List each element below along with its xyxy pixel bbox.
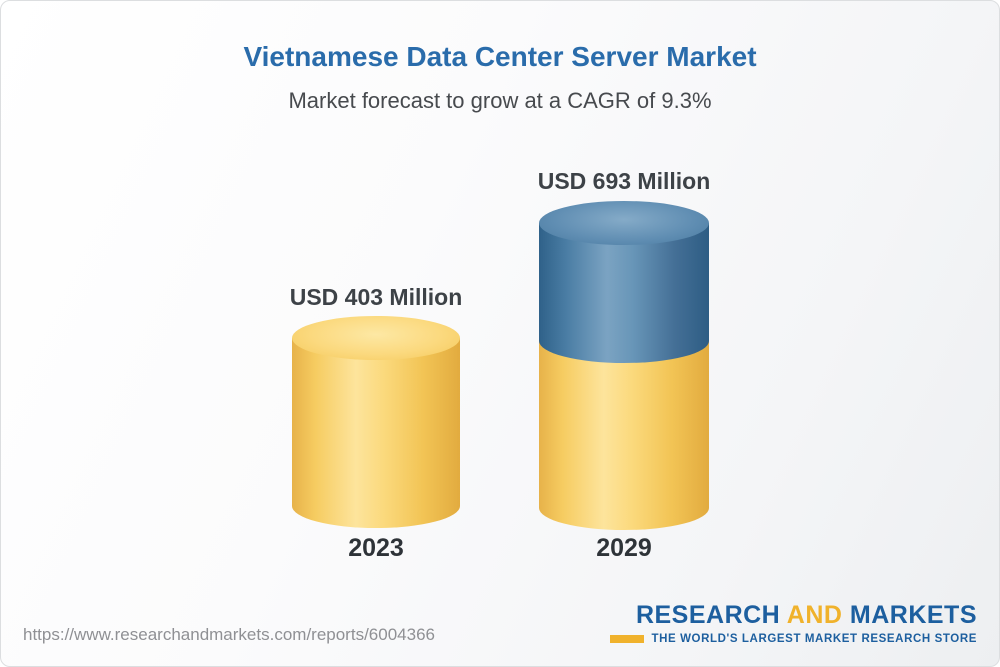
bar-2023-cap xyxy=(292,316,460,360)
bar-2029-cap xyxy=(539,201,709,245)
value-label-2029: USD 693 Million xyxy=(537,168,711,194)
x-axis-label-2023: 2023 xyxy=(348,534,404,562)
x-axis-label-2029: 2029 xyxy=(596,534,652,562)
logo-tagline-row: THE WORLD'S LARGEST MARKET RESEARCH STOR… xyxy=(609,633,978,645)
logo-gold-bar xyxy=(609,635,644,643)
bar-2023-cylinder xyxy=(292,316,460,528)
bar-2023-body xyxy=(292,338,460,528)
bar-2029-growth-segment xyxy=(539,223,709,363)
research-and-markets-logo: RESEARCH AND MARKETS THE WORLD'S LARGEST… xyxy=(609,601,978,645)
logo-word-markets: MARKETS xyxy=(849,601,977,629)
chart-subtitle: Market forecast to grow at a CAGR of 9.3… xyxy=(288,88,712,113)
bar-2029-base-segment xyxy=(539,341,709,530)
logo-word-research: RESEARCH xyxy=(635,601,781,629)
value-label-2023: USD 403 Million xyxy=(289,284,463,310)
bar-2029-cylinder xyxy=(539,201,709,530)
logo-tagline: THE WORLD'S LARGEST MARKET RESEARCH STOR… xyxy=(651,633,977,645)
report-url: https://www.researchandmarkets.com/repor… xyxy=(23,625,435,644)
chart-title: Vietnamese Data Center Server Market xyxy=(243,41,757,72)
logo-word-and: AND xyxy=(786,601,843,629)
logo-wordmark: RESEARCH AND MARKETS xyxy=(610,601,978,630)
